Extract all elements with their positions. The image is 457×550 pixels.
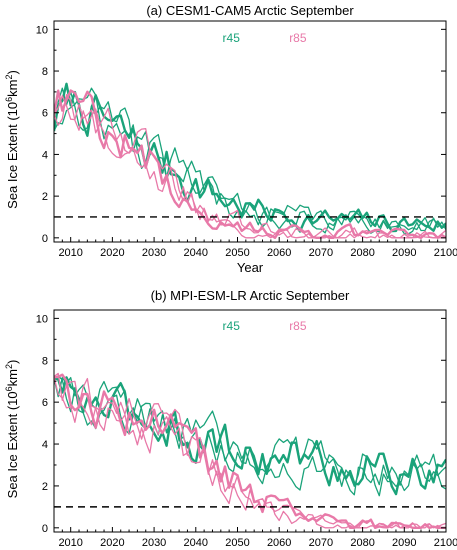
r45-member-1-line xyxy=(54,82,446,233)
r85-member-3-line xyxy=(54,94,446,239)
x-tick-label: 2090 xyxy=(392,247,416,259)
y-tick-label: 8 xyxy=(42,355,48,367)
chart-title: (b) MPI-ESM-LR Arctic September xyxy=(151,288,350,303)
x-tick-label: 2100 xyxy=(434,537,457,549)
legend-r85: r85 xyxy=(289,31,307,45)
r85-member-2-line xyxy=(54,95,446,239)
r45-member-3-line xyxy=(54,375,446,496)
legend-r45: r45 xyxy=(223,319,241,333)
y-tick-label: 4 xyxy=(42,149,48,161)
series-layer xyxy=(54,82,446,239)
r85-member-1-line xyxy=(54,89,446,239)
x-tick-label: 2010 xyxy=(58,537,82,549)
x-axis-label: Year xyxy=(237,260,264,275)
r85-member-3-line xyxy=(54,372,446,529)
y-tick-label: 4 xyxy=(42,439,48,451)
legend-r85: r85 xyxy=(289,319,307,333)
r45-member-2-line xyxy=(54,87,446,234)
x-tick-label: 2080 xyxy=(350,537,374,549)
r85-member-1-line xyxy=(54,373,446,529)
x-tick-label: 2050 xyxy=(225,247,249,259)
x-tick-label: 2070 xyxy=(309,537,333,549)
x-tick-label: 2050 xyxy=(225,537,249,549)
x-tick-label: 2020 xyxy=(100,537,124,549)
y-tick-label: 2 xyxy=(42,481,48,493)
y-axis-label: Sea Ice Extent (106km2) xyxy=(4,70,20,209)
x-tick-label: 2040 xyxy=(184,247,208,259)
legend-r45: r45 xyxy=(223,31,241,45)
plot-frame xyxy=(53,20,447,243)
x-tick-label: 2060 xyxy=(267,247,291,259)
plot-frame xyxy=(53,309,447,533)
x-tick-label: 2020 xyxy=(100,247,124,259)
y-tick-label: 0 xyxy=(42,233,48,245)
x-tick-label: 2040 xyxy=(184,537,208,549)
r45-member-3-line xyxy=(54,87,446,235)
y-tick-label: 2 xyxy=(42,191,48,203)
r45-member-2-line xyxy=(54,376,446,497)
y-tick-label: 10 xyxy=(36,313,48,325)
y-tick-label: 10 xyxy=(36,24,48,36)
y-axis-label: Sea Ice Extent (106km2) xyxy=(4,360,20,499)
y-tick-label: 0 xyxy=(42,523,48,535)
y-tick-label: 6 xyxy=(42,397,48,409)
x-tick-label: 2030 xyxy=(142,247,166,259)
y-tick-label: 6 xyxy=(42,108,48,120)
chart-title: (a) CESM1-CAM5 Arctic September xyxy=(146,3,354,18)
x-tick-label: 2080 xyxy=(350,247,374,259)
x-tick-label: 2100 xyxy=(434,247,457,259)
x-tick-label: 2010 xyxy=(58,247,82,259)
x-tick-label: 2030 xyxy=(142,537,166,549)
x-tick-label: 2060 xyxy=(267,537,291,549)
x-tick-label: 2070 xyxy=(309,247,333,259)
series-layer xyxy=(54,372,446,529)
y-tick-label: 8 xyxy=(42,66,48,78)
x-tick-label: 2090 xyxy=(392,537,416,549)
